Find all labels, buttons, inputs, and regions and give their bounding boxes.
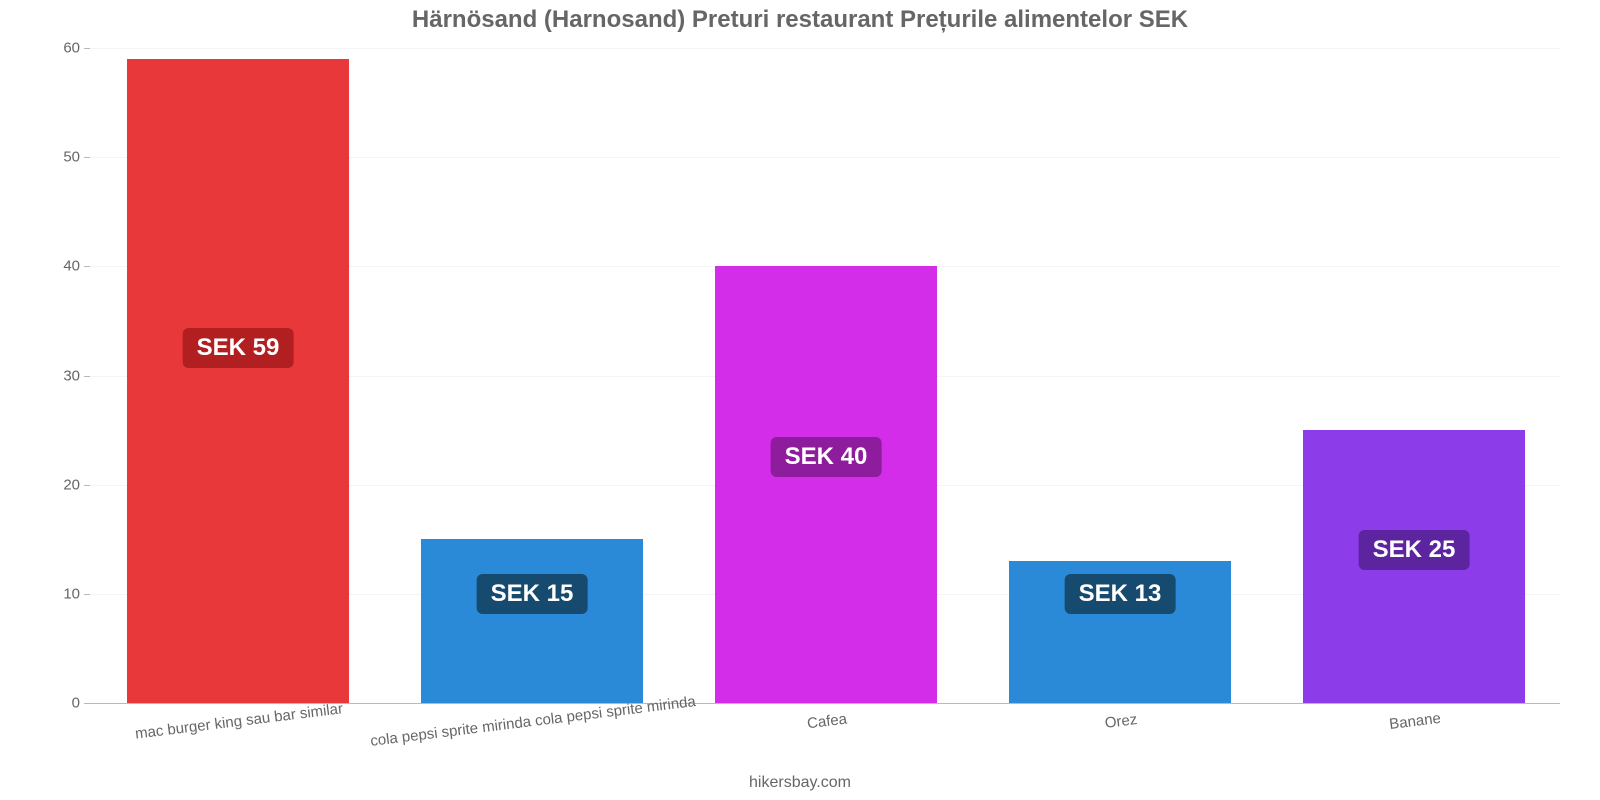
y-axis-label: 30 — [40, 367, 80, 384]
y-axis-label: 60 — [40, 40, 80, 57]
bar — [421, 539, 643, 703]
x-axis-label: Orez — [1104, 711, 1138, 732]
y-tick-mark — [84, 266, 90, 267]
bar — [715, 266, 937, 703]
y-tick-mark — [84, 594, 90, 595]
price-chart: Härnösand (Harnosand) Preturi restaurant… — [0, 0, 1600, 800]
y-tick-mark — [84, 485, 90, 486]
y-axis-label: 20 — [40, 476, 80, 493]
value-badge: SEK 13 — [1065, 574, 1176, 614]
value-badge: SEK 40 — [771, 437, 882, 477]
bar — [127, 59, 349, 703]
y-tick-mark — [84, 376, 90, 377]
value-badge: SEK 59 — [183, 328, 294, 368]
y-axis-label: 50 — [40, 149, 80, 166]
y-tick-mark — [84, 157, 90, 158]
x-axis-label: Cafea — [806, 711, 848, 733]
y-tick-mark — [84, 48, 90, 49]
value-badge: SEK 15 — [477, 574, 588, 614]
chart-footer: hikersbay.com — [0, 774, 1600, 792]
plot-area: 0102030405060SEK 59mac burger king sau b… — [90, 48, 1560, 703]
y-axis-label: 10 — [40, 585, 80, 602]
y-axis-label: 0 — [40, 695, 80, 712]
y-axis-label: 40 — [40, 258, 80, 275]
grid-line — [90, 48, 1560, 49]
value-badge: SEK 25 — [1359, 530, 1470, 570]
chart-title: Härnösand (Harnosand) Preturi restaurant… — [0, 6, 1600, 34]
x-axis-label: Banane — [1388, 710, 1441, 733]
x-axis-label: mac burger king sau bar similar — [134, 700, 344, 742]
